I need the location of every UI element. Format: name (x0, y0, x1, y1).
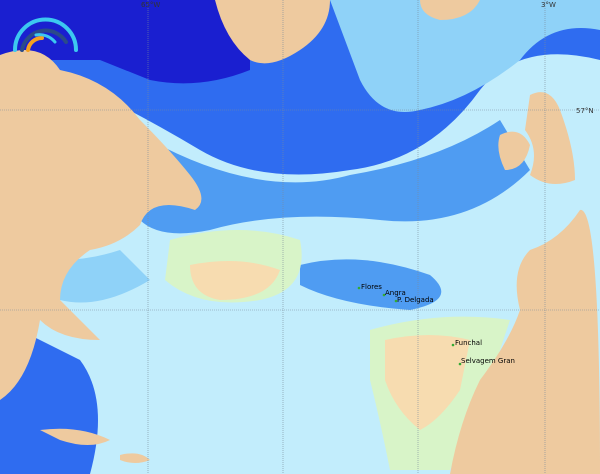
ocean-zone-peach (190, 261, 280, 300)
great-britain (525, 92, 575, 184)
lon-label-3w: 3°W (541, 1, 556, 9)
ireland (498, 131, 530, 170)
iceland (420, 0, 480, 20)
lon-label-65w: 65°W (141, 1, 160, 9)
arc-waves-logo-icon (13, 17, 78, 52)
place-funchal[interactable]: Funchal (455, 339, 482, 347)
ocean-zone-mid (140, 120, 530, 234)
hispaniola (120, 453, 150, 463)
place-p-delgada[interactable]: P. Delgada (397, 296, 434, 304)
place-selvagem-grande[interactable]: Selvagem Gran (461, 357, 515, 365)
europe-africa (450, 209, 600, 474)
place-flores[interactable]: Flores (361, 283, 382, 291)
ocean-zone-peach-east (385, 335, 470, 430)
ocean-zone-deep (0, 0, 250, 84)
north-america (0, 50, 202, 400)
ocean-zone-light-north (330, 0, 600, 112)
lat-label-57n: 57°N (576, 107, 594, 115)
cuba (40, 428, 110, 445)
azores-zone (300, 259, 442, 310)
place-markers: Flores Angra P. Delgada Funchal Selvagem… (357, 283, 515, 366)
greenland (215, 0, 330, 64)
place-angra[interactable]: Angra (385, 289, 406, 297)
